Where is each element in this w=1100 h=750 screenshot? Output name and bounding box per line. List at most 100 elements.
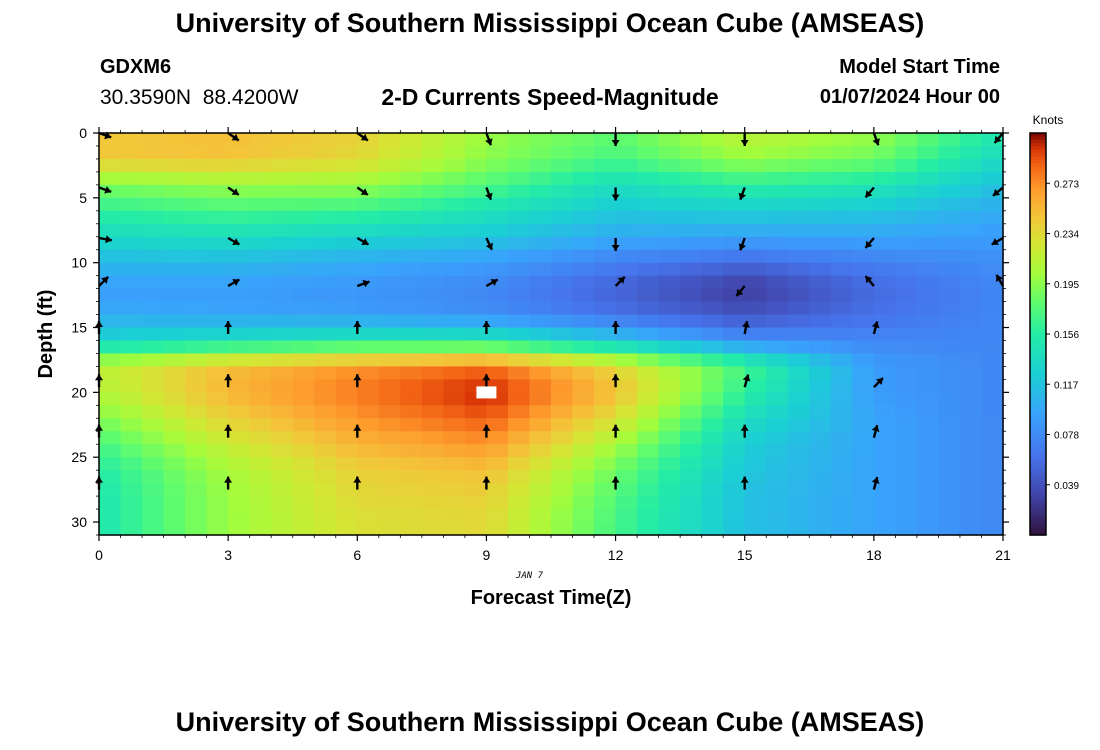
heatmap-cell [443,288,466,303]
heatmap-cell [314,379,337,393]
current-vector-arrow [864,186,875,199]
heatmap-cell [744,457,767,471]
heatmap-cell [873,288,896,303]
heatmap-cell [701,405,724,419]
heatmap-cell [271,314,294,329]
heatmap-cell [99,509,122,523]
colorbar-segment [1030,203,1046,208]
heatmap-cell [249,301,272,316]
heatmap-cell [572,522,595,536]
heatmap-cell [873,444,896,458]
heatmap-cell [938,392,961,406]
heatmap-cell [335,133,358,147]
heatmap-cell [787,483,810,497]
colorbar-segment [1030,451,1046,456]
heatmap-cell [830,366,853,380]
heatmap-cell [421,223,444,238]
colorbar-segment [1030,253,1046,258]
heatmap-cell [357,223,380,238]
heatmap-cell [981,483,1004,497]
heatmap-cell [787,171,810,186]
heatmap-cell [228,366,251,380]
heatmap-cell [809,171,832,186]
heatmap-cell [335,145,358,160]
heatmap-cell [723,197,746,212]
position-marker [476,386,497,399]
heatmap-cell [335,275,358,290]
current-vector-arrow [485,237,493,251]
heatmap-cell [120,262,143,277]
heatmap-cell [809,405,832,419]
heatmap-cell [443,418,466,432]
heatmap-cell [228,379,251,393]
heatmap-cell [938,145,961,160]
heatmap-cell [658,197,681,212]
heatmap-cell [658,171,681,186]
heatmap-cells [99,133,1004,536]
heatmap-cell [529,353,552,368]
heatmap-cell [249,145,272,160]
heatmap-cell [228,483,251,497]
heatmap-cell [744,210,767,225]
current-vector-arrow [611,187,620,201]
heatmap-cell [658,457,681,471]
heatmap-cell [206,275,229,290]
colorbar-segment [1030,404,1046,409]
colorbar-segment [1030,518,1046,523]
heatmap-cell [120,236,143,251]
heatmap-cell [507,431,531,445]
heatmap-cell [830,158,853,173]
heatmap-cell [292,197,315,212]
colorbar: 0.273 0.234 0.195 0.156 0.117 0.078 0.039 Knot… [1029,113,1079,536]
heatmap-cell [787,236,810,251]
heatmap-cell [185,145,208,160]
heatmap-cell [680,249,703,264]
heatmap-cell [142,457,165,471]
heatmap-cell [249,405,272,419]
heatmap-cell [529,366,552,380]
heatmap-cell [206,418,229,432]
heatmap-cell [421,379,444,393]
heatmap-cell [228,522,251,536]
heatmap-cell [206,301,229,316]
heatmap-cell [507,418,531,432]
heatmap-cell [314,223,337,238]
heatmap-cell [185,366,208,380]
heatmap-cell [292,457,315,471]
colorbar-segment [1030,357,1046,362]
heatmap-cell [959,314,983,329]
colorbar-segment [1030,236,1046,241]
heatmap-cell [959,197,983,212]
colorbar-segment [1030,243,1046,248]
heatmap-cell [787,275,810,290]
heatmap-cell [206,470,229,484]
heatmap-cell [120,223,143,238]
heatmap-cell [249,223,272,238]
heatmap-cell [378,223,401,238]
heatmap-cell [142,314,165,329]
heatmap-cell [314,366,337,380]
heatmap-cell [701,379,724,393]
heatmap-cell [163,314,186,329]
heatmap-cell [486,158,509,173]
heatmap-cell [486,340,509,355]
heatmap-cell [142,275,165,290]
current-vector-arrow [356,279,370,288]
heatmap-cell [249,496,272,510]
heatmap-cell [249,392,272,406]
heatmap-cell [443,340,466,355]
heatmap-cell [766,197,789,212]
heatmap-cell [744,327,767,342]
heatmap-cell [378,236,401,251]
current-vector-arrow [611,476,620,490]
heatmap-cell [314,353,337,368]
heatmap-cell [680,327,703,342]
heatmap-cell [400,145,423,160]
heatmap-cell [744,275,767,290]
heatmap-cell [271,405,294,419]
colorbar-segment [1030,374,1046,379]
heatmap-cell [809,236,832,251]
heatmap-cell [551,262,574,277]
heatmap-cell [852,431,875,445]
heatmap-cell [335,340,358,355]
